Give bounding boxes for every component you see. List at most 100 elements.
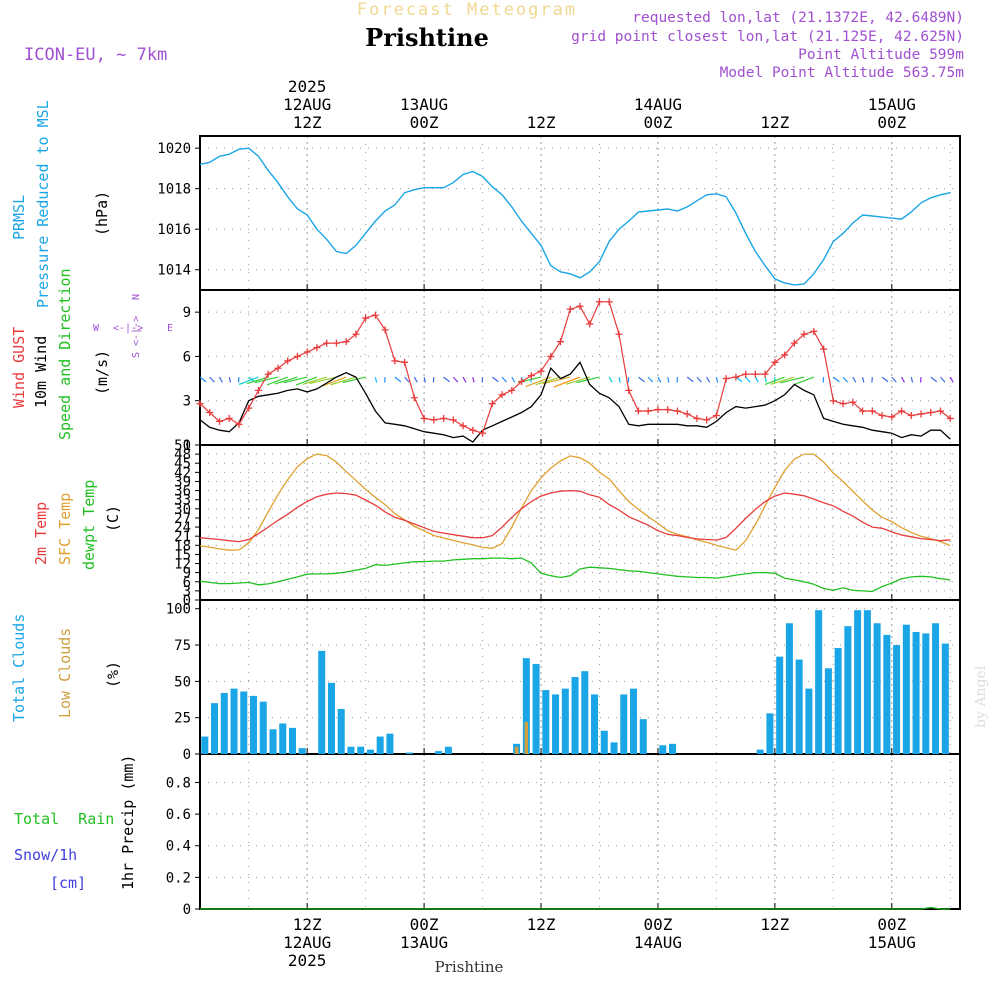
wind-gust-marker: [215, 417, 223, 425]
wind-gust-marker: [849, 398, 857, 406]
total-clouds-bar: [327, 682, 335, 754]
temperature-ytick-label: 9: [183, 566, 191, 582]
total-clouds-bar: [922, 633, 930, 754]
bottom-hour-label: 00Z: [410, 915, 439, 934]
top-date-label: 12AUG: [283, 95, 331, 114]
total-clouds-bar: [542, 690, 550, 754]
wind-gust-marker: [917, 410, 925, 418]
clouds-ytick-label: 100: [166, 602, 191, 618]
wind-direction-arrow: [374, 376, 378, 383]
wind-gust-marker: [381, 326, 389, 334]
wind-gust-marker: [401, 358, 409, 366]
wind-gust-marker: [323, 339, 331, 347]
total-clouds-bar: [405, 752, 413, 754]
wind-direction-arrow: [706, 376, 711, 383]
total-clouds-bar: [240, 691, 248, 754]
wind-gust-marker: [742, 370, 750, 378]
wind-direction-arrow: [608, 376, 613, 383]
total-clouds-bar: [581, 671, 589, 754]
wind-direction-arrow: [511, 376, 516, 383]
wind-direction-arrow: [832, 376, 840, 383]
temperature-ytick-label: 21: [174, 529, 191, 545]
wind-gust-marker: [293, 352, 301, 360]
pressure-panel: 1014 1016 1018 1020: [157, 135, 961, 291]
total-clouds-bar: [211, 703, 219, 754]
total-clouds-bar: [600, 730, 608, 754]
wind-direction-arrow: [940, 376, 946, 383]
wind-gust-marker: [751, 370, 759, 378]
precip-ytick-label: 0: [183, 902, 191, 918]
clouds-ytick-label: 50: [174, 674, 191, 690]
temperature-ytick-label: 45: [174, 456, 191, 472]
wind-gust-marker: [673, 407, 681, 415]
low-clouds-bar: [514, 746, 519, 754]
requested-coords: requested lon,lat (21.1372E, 42.6489N): [632, 10, 964, 26]
pressure-line: [199, 147, 951, 286]
compass-arrow-v: <-|->: [131, 316, 142, 346]
wind-direction-arrow: [266, 376, 288, 386]
model-altitude: Model Point Altitude 563.75m: [720, 65, 965, 81]
wind-gust-marker: [488, 400, 496, 408]
wind-gust-marker: [800, 330, 808, 338]
wind-direction-arrow: [842, 376, 849, 383]
wind-gust-marker: [235, 420, 243, 428]
wind-direction-arrow: [218, 376, 223, 383]
wind-gust-marker: [868, 407, 876, 415]
wind-direction-arrow: [745, 376, 751, 383]
wind-gust-marker: [303, 348, 311, 356]
wind-gust-marker: [264, 370, 272, 378]
wind-gust-marker: [254, 386, 262, 394]
compass-e: E: [167, 323, 173, 334]
total-clouds-bar: [805, 688, 813, 754]
top-date-label: 15AUG: [868, 95, 916, 114]
bottom-hour-label: 12Z: [760, 915, 789, 934]
total-clouds-bar: [932, 623, 940, 754]
bottom-hour-label: 00Z: [643, 915, 672, 934]
top-hour-label: 12Z: [527, 113, 556, 132]
bottom-date-label: 14AUG: [634, 933, 682, 952]
total-clouds-bar: [883, 634, 891, 754]
bottom-date-label: 15AUG: [868, 933, 916, 952]
total-clouds-bar: [893, 645, 901, 754]
snow-unit-label: [cm]: [50, 874, 86, 892]
wind-direction-arrow: [394, 376, 402, 383]
pressure-ytick-label: 1018: [157, 182, 191, 198]
total-clouds-bar: [639, 719, 647, 754]
wind-direction-arrow: [413, 376, 418, 383]
wind-direction-arrow: [764, 376, 785, 386]
wind-direction-arrow: [228, 376, 232, 383]
wind-direction-arrow: [199, 376, 207, 383]
total-clouds-bar: [776, 656, 784, 754]
total-clouds-bar: [902, 624, 910, 754]
wind-gust-marker: [722, 375, 730, 383]
temperature-ytick-label: 36: [174, 484, 191, 500]
total-clouds-bar: [620, 694, 628, 754]
total-clouds-bar: [630, 688, 638, 754]
top-hour-label: 12Z: [293, 113, 322, 132]
clouds-low-label: Low Clouds: [56, 628, 74, 718]
total-clouds-bar: [561, 688, 569, 754]
total-clouds-bar: [532, 663, 540, 754]
wind-direction-arrow: [209, 376, 215, 383]
wind-gust-marker: [595, 298, 603, 306]
wind-gust-marker: [245, 404, 253, 412]
wind-direction-arrow: [930, 376, 938, 383]
wind-gust-marker: [440, 414, 448, 422]
temp-2m-label: 2m Temp: [32, 502, 50, 565]
wind-gust-marker: [284, 357, 292, 365]
wind-gust-marker: [605, 298, 613, 306]
temperature-ytick-label: 27: [174, 511, 191, 527]
wind-direction-arrow: [501, 376, 507, 383]
total-clouds-bar: [863, 610, 871, 754]
wind-gust-marker: [576, 302, 584, 310]
top-year-label: 2025: [288, 77, 327, 96]
wind-gust-marker: [654, 406, 662, 414]
wind-direction-arrow: [542, 376, 571, 385]
total-clouds-bar: [756, 749, 764, 754]
total-clouds-bar: [552, 694, 560, 754]
wind-direction-arrow: [238, 376, 259, 385]
wind-gust-marker: [313, 344, 321, 352]
temperature-ytick-label: 51: [174, 438, 191, 454]
bottom-date-label: 12AUG: [283, 933, 331, 952]
